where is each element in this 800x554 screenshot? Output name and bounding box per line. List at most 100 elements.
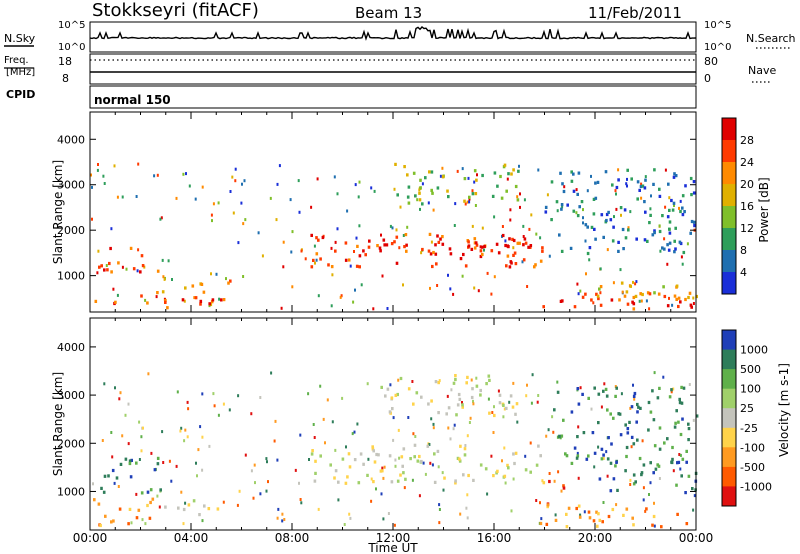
scatter-cell <box>380 492 383 496</box>
data-cell <box>463 199 466 203</box>
data-cell <box>541 246 544 250</box>
y-tick-label: 3000 <box>57 179 85 192</box>
colorbar-swatch <box>722 330 736 351</box>
colorbar-swatch <box>722 162 736 185</box>
data-cell <box>485 382 488 386</box>
scatter-cell <box>113 481 116 485</box>
data-cell <box>623 294 627 298</box>
scatter-cell <box>548 254 551 258</box>
data-cell <box>149 500 152 505</box>
data-cell <box>327 263 330 267</box>
data-cell <box>559 299 563 303</box>
scatter-cell <box>453 423 456 427</box>
data-cell <box>421 247 424 252</box>
data-cell <box>164 298 167 303</box>
scatter-cell <box>556 380 559 384</box>
scatter-cell <box>523 198 526 202</box>
data-cell <box>692 220 696 224</box>
scatter-cell <box>472 399 474 403</box>
data-cell <box>507 172 510 176</box>
data-cell <box>498 401 502 405</box>
data-cell <box>636 410 639 414</box>
data-cell <box>198 513 201 517</box>
scatter-cell <box>90 173 92 177</box>
data-cell <box>667 182 670 186</box>
scatter-cell <box>282 265 285 269</box>
data-cell <box>550 180 554 184</box>
scatter-cell <box>577 425 580 429</box>
scatter-cell <box>424 472 427 476</box>
data-cell <box>447 195 450 199</box>
data-cell <box>590 298 593 302</box>
data-cell <box>594 237 597 241</box>
scatter-cell <box>201 392 204 396</box>
data-cell <box>658 426 662 430</box>
data-cell <box>638 188 641 192</box>
scatter-cell <box>535 232 538 236</box>
data-cell <box>651 389 654 393</box>
data-cell <box>529 470 532 474</box>
freq-tick-top: 18 <box>58 55 72 68</box>
scatter-cell <box>197 448 200 452</box>
data-cell <box>140 254 144 258</box>
data-cell <box>593 451 597 455</box>
data-cell <box>695 294 698 299</box>
scatter-cell <box>105 264 108 267</box>
scatter-cell <box>194 197 197 201</box>
scatter-cell <box>593 465 596 469</box>
data-cell <box>227 281 230 285</box>
scatter-cell <box>681 262 684 266</box>
data-cell <box>396 392 399 397</box>
scatter-cell <box>629 478 632 482</box>
data-cell <box>544 205 548 209</box>
data-cell <box>679 300 682 304</box>
scatter-cell <box>333 175 336 179</box>
data-cell <box>428 232 432 236</box>
data-cell <box>401 464 404 468</box>
data-cell <box>310 233 313 237</box>
data-cell <box>690 219 694 224</box>
scatter-cell <box>668 296 670 300</box>
data-cell <box>625 454 628 459</box>
scatter-cell <box>577 292 580 296</box>
data-cell <box>177 506 180 510</box>
scatter-cell <box>254 481 256 485</box>
data-cell <box>598 287 601 291</box>
data-cell <box>634 480 637 484</box>
data-cell <box>409 457 412 461</box>
data-cell <box>560 249 564 253</box>
scatter-cell <box>512 246 515 250</box>
scatter-cell <box>317 507 320 511</box>
scatter-cell <box>375 487 377 491</box>
scatter-cell <box>468 421 471 424</box>
data-cell <box>435 262 438 266</box>
data-cell <box>428 170 431 174</box>
data-cell <box>148 516 152 520</box>
data-cell <box>402 471 405 475</box>
scatter-cell <box>441 471 444 475</box>
scatter-cell <box>313 436 316 439</box>
data-cell <box>558 233 561 237</box>
scatter-cell <box>449 287 452 291</box>
data-cell <box>415 391 419 395</box>
scatter-cell <box>477 289 480 293</box>
data-cell <box>106 268 109 272</box>
data-cell <box>570 179 574 183</box>
scatter-cell <box>692 296 695 300</box>
scatter-cell <box>300 249 303 253</box>
data-cell <box>677 420 680 424</box>
scatter-cell <box>114 386 116 390</box>
data-cell <box>202 290 206 294</box>
data-cell <box>619 433 623 437</box>
data-cell <box>624 469 627 473</box>
scatter-cell <box>351 432 354 436</box>
scatter-cell <box>464 444 467 447</box>
scatter-cell <box>552 430 555 434</box>
scatter-cell <box>402 234 405 237</box>
scatter-cell <box>450 388 453 392</box>
data-cell <box>641 184 645 188</box>
data-cell <box>672 175 676 179</box>
data-cell <box>458 397 462 401</box>
scatter-cell <box>497 389 500 393</box>
data-cell <box>319 454 322 458</box>
